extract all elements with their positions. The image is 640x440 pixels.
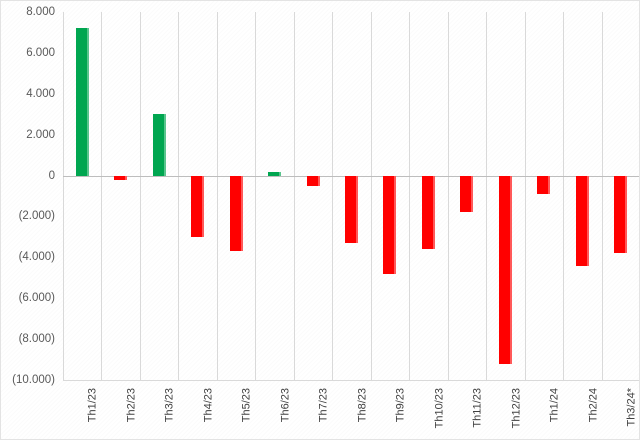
vertical-gridline: [255, 12, 256, 380]
vertical-gridline: [294, 12, 295, 380]
vertical-gridline: [486, 12, 487, 380]
bar-Th11/23: [460, 175, 474, 213]
bar-Th3/24*: [614, 175, 628, 254]
bar-Th1/23: [75, 28, 89, 176]
vertical-gridline: [371, 12, 372, 380]
x-axis-tick-label: Th5/23: [240, 388, 253, 423]
x-axis-tick-label: Th2/23: [125, 388, 138, 423]
bar-Th5/23: [229, 175, 243, 252]
x-axis-tick-label: Th1/24: [548, 388, 561, 423]
x-axis-tick-label: Th1/23: [86, 388, 99, 423]
x-axis-tick-label: Th12/23: [509, 388, 522, 429]
x-axis-tick-label: Th4/23: [202, 388, 215, 423]
y-axis-tick-label: (8.000): [18, 333, 55, 346]
vertical-gridline: [217, 12, 218, 380]
bar-Th1/24: [537, 175, 551, 194]
bar-Th8/23: [345, 175, 358, 243]
bar-Th7/23: [306, 175, 320, 186]
y-axis-tick-label: 6.000: [26, 46, 55, 59]
vertical-gridline: [101, 12, 102, 380]
bar-Th2/24: [575, 175, 589, 266]
vertical-gridline: [332, 12, 333, 380]
x-axis-tick-label: Th11/23: [471, 388, 484, 428]
bar-Th3/23: [152, 114, 166, 176]
vertical-gridline: [140, 12, 141, 380]
y-axis-tick-label: 2.000: [26, 128, 55, 141]
plot-bottom-border: [63, 380, 639, 381]
vertical-gridline: [178, 12, 179, 380]
x-axis-tick-label: Th10/23: [432, 388, 445, 429]
y-axis-tick-label: 4.000: [26, 87, 55, 100]
y-axis-tick-label: (2.000): [18, 210, 55, 223]
vertical-gridline: [409, 12, 410, 380]
x-axis-tick-label: Th2/24: [586, 388, 599, 423]
x-axis-tick-label: Th3/23: [163, 388, 176, 423]
bar-Th12/23: [498, 175, 512, 364]
bar-Th2/23: [114, 175, 128, 180]
bar-Th9/23: [383, 175, 397, 274]
y-axis-tick-label: 0: [48, 169, 55, 182]
y-axis-tick-label: 8.000: [26, 6, 55, 18]
x-axis-tick-label: Th3/24*: [625, 388, 638, 427]
x-axis-tick-label: Th6/23: [279, 388, 292, 423]
x-axis-tick-label: Th8/23: [356, 388, 368, 423]
vertical-gridline: [602, 12, 603, 380]
vertical-gridline: [525, 12, 526, 380]
x-axis-tick-label: Th7/23: [317, 388, 330, 423]
y-axis-tick-label: (6.000): [18, 292, 55, 305]
vertical-gridline: [63, 12, 64, 380]
vertical-gridline: [448, 12, 449, 380]
bar-Th4/23: [191, 175, 205, 237]
y-axis-tick-label: (4.000): [18, 251, 55, 264]
y-axis-tick-label: (10.000): [12, 374, 55, 386]
bar-Th10/23: [421, 175, 435, 250]
x-axis-tick-label: Th9/23: [394, 388, 407, 423]
bar-Th6/23: [268, 172, 282, 176]
vertical-gridline: [563, 12, 564, 380]
